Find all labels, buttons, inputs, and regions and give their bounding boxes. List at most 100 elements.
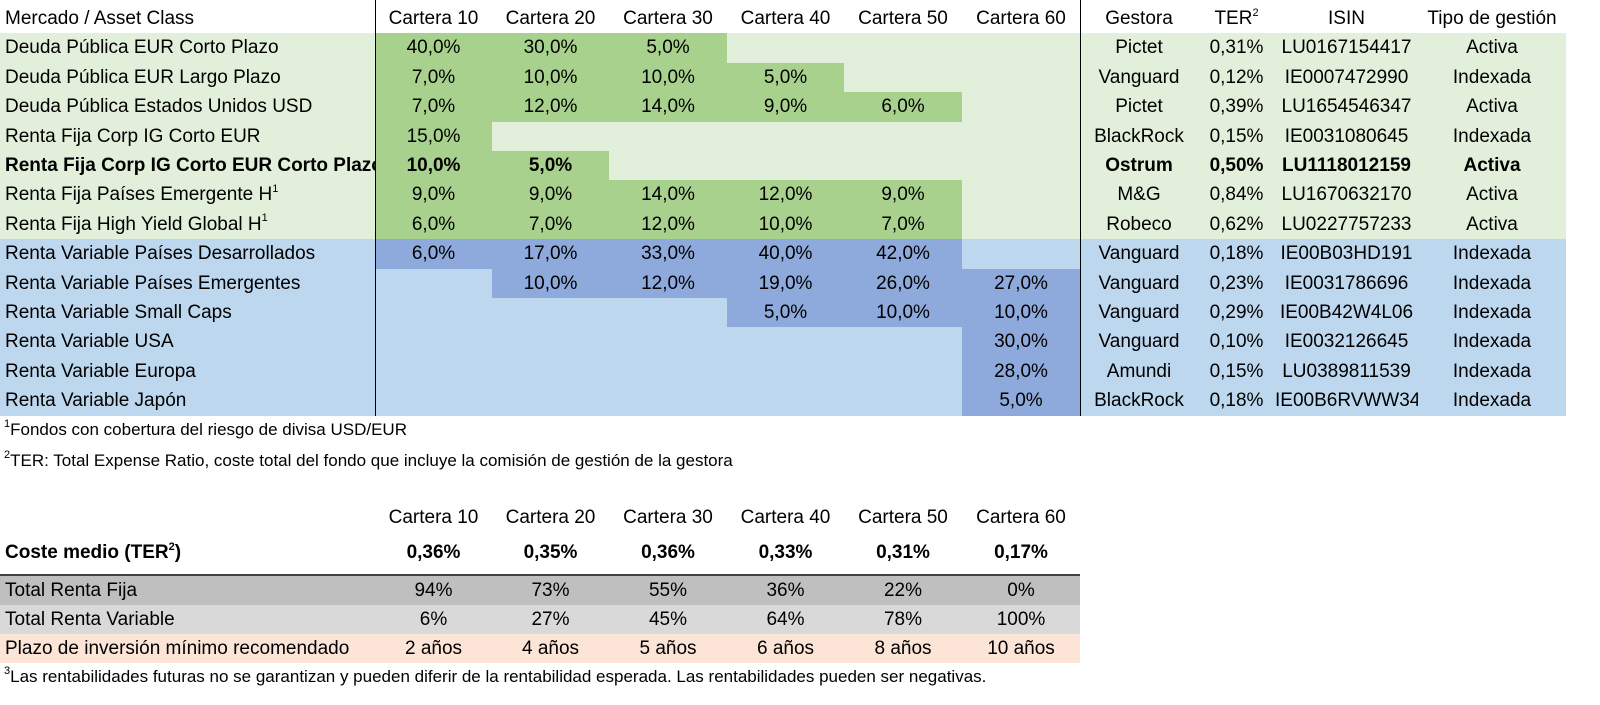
table-divider xyxy=(375,0,376,416)
asset-class-label: Renta Variable USA xyxy=(0,327,375,357)
total-equity-value: 100% xyxy=(962,605,1080,634)
fund-manager-cell: BlackRock xyxy=(1080,121,1198,151)
allocation-cell xyxy=(844,33,962,63)
allocation-cell: 30,0% xyxy=(962,327,1080,357)
asset-class-label: Renta Fija High Yield Global H1 xyxy=(0,209,375,240)
allocation-cell: 7,0% xyxy=(375,92,492,122)
allocation-cell xyxy=(727,327,844,357)
asset-class-name: Renta Fija Corp IG Corto EUR xyxy=(5,125,261,147)
total-fixed-income-value: 22% xyxy=(844,576,962,605)
min-investment-horizon-label: Plazo de inversión mínimo recomendado xyxy=(0,634,375,663)
ter-cell: 0,23% xyxy=(1198,268,1275,298)
total-fixed-income-value: 73% xyxy=(492,576,609,605)
management-type-cell: Indexada xyxy=(1418,268,1566,298)
table-divider xyxy=(1080,0,1081,416)
allocation-cell xyxy=(962,92,1080,122)
ter-cell: 0,84% xyxy=(1198,180,1275,210)
allocation-cell: 33,0% xyxy=(609,239,727,269)
allocation-cell xyxy=(844,121,962,151)
footnote-3-mark: 3 xyxy=(4,665,11,678)
asset-class-name: Renta Fija High Yield Global H xyxy=(5,213,262,235)
ter-superscript: 2 xyxy=(1252,6,1259,19)
footnote-text: Fondos con cobertura del riesgo de divis… xyxy=(10,420,407,439)
ter-cell: 0,39% xyxy=(1198,92,1275,122)
column-header: Cartera 30 xyxy=(609,4,727,33)
hedged-superscript: 1 xyxy=(261,212,268,225)
allocation-cell: 5,0% xyxy=(727,62,844,93)
allocation-cell: 10,0% xyxy=(844,298,962,328)
isin-cell: LU0389811539 xyxy=(1275,356,1418,387)
fund-manager-cell: Robeco xyxy=(1080,209,1198,240)
allocation-cell xyxy=(844,356,962,387)
allocation-cell: 30,0% xyxy=(492,33,609,63)
allocation-cell: 5,0% xyxy=(727,298,844,328)
allocation-cell xyxy=(844,62,962,93)
ter-cell: 0,18% xyxy=(1198,386,1275,416)
column-header-text: Mercado / Asset Class xyxy=(5,8,195,29)
asset-class-label: Deuda Pública Estados Unidos USD xyxy=(0,92,375,122)
allocation-cell xyxy=(609,386,727,416)
allocation-cell xyxy=(962,239,1080,269)
allocation-cell: 5,0% xyxy=(492,151,609,181)
management-type-cell: Indexada xyxy=(1418,327,1566,357)
min-investment-horizon-value: 10 años xyxy=(962,634,1080,663)
allocation-cell: 14,0% xyxy=(609,92,727,122)
ter-cell: 0,18% xyxy=(1198,239,1275,269)
allocation-cell: 28,0% xyxy=(962,356,1080,387)
isin-cell: IE0031080645 xyxy=(1275,121,1418,151)
ter-cell: 0,10% xyxy=(1198,327,1275,357)
avg-cost-value: 0,36% xyxy=(641,542,695,563)
allocation-cell xyxy=(375,386,492,416)
avg-cost-superscript: 2 xyxy=(168,540,175,553)
column-header-text: TER xyxy=(1214,8,1253,29)
footnote-mark: 2 xyxy=(4,449,11,462)
total-equity-label: Total Renta Variable xyxy=(0,605,375,634)
asset-class-name: Renta Variable Japón xyxy=(5,390,187,412)
ter-cell: 0,50% xyxy=(1198,151,1275,181)
total-fixed-income-label: Total Renta Fija xyxy=(0,576,375,605)
footnote-mark: 1 xyxy=(4,418,11,431)
column-header-text: Gestora xyxy=(1105,8,1173,29)
allocation-cell: 9,0% xyxy=(844,180,962,210)
asset-class-name: Renta Fija Países Emergente H xyxy=(5,184,273,206)
allocation-cell xyxy=(844,151,962,181)
min-investment-horizon-value: 8 años xyxy=(844,634,962,663)
asset-class-name: Renta Variable Small Caps xyxy=(5,302,232,323)
asset-class-name: Deuda Pública EUR Corto Plazo xyxy=(5,37,279,59)
allocation-cell xyxy=(609,298,727,328)
management-type-cell: Indexada xyxy=(1418,356,1566,387)
min-investment-horizon-value: 2 años xyxy=(375,634,492,663)
column-header-text: Cartera 60 xyxy=(976,8,1066,29)
avg-cost-value: 0,35% xyxy=(523,542,578,563)
allocation-cell xyxy=(375,298,492,328)
fund-manager-cell: Pictet xyxy=(1080,92,1198,122)
summary-column-header: Cartera 10 xyxy=(388,507,479,528)
allocation-cell xyxy=(962,121,1080,151)
asset-class-name: Renta Fija Corp IG Corto EUR Corto Plazo xyxy=(5,155,375,176)
total-equity-value: 45% xyxy=(609,605,727,634)
allocation-cell xyxy=(375,327,492,357)
fund-manager-cell: Amundi xyxy=(1080,356,1198,387)
isin-cell: IE00B6RVWW34 xyxy=(1275,386,1418,416)
asset-class-label: Renta Fija Corp IG Corto EUR xyxy=(0,121,375,151)
min-investment-horizon-value: 4 años xyxy=(492,634,609,663)
total-fixed-income-value: 0% xyxy=(962,576,1080,605)
summary-column-header: Cartera 60 xyxy=(976,507,1066,528)
total-fixed-income-value: 36% xyxy=(727,576,844,605)
column-header-text: Cartera 50 xyxy=(858,8,948,29)
allocation-cell xyxy=(609,121,727,151)
management-type-cell: Indexada xyxy=(1418,239,1566,269)
total-equity-value: 6% xyxy=(375,605,492,634)
allocation-cell xyxy=(492,386,609,416)
footnote: 1Fondos con cobertura del riesgo de divi… xyxy=(4,418,407,442)
allocation-cell: 5,0% xyxy=(609,33,727,63)
footnote-text: TER: Total Expense Ratio, coste total de… xyxy=(10,451,733,470)
total-fixed-income-value: 94% xyxy=(375,576,492,605)
column-header: Mercado / Asset Class xyxy=(0,4,375,33)
isin-cell: IE0007472990 xyxy=(1275,62,1418,93)
column-header: Cartera 20 xyxy=(492,4,609,33)
total-equity-value: 27% xyxy=(492,605,609,634)
allocation-cell xyxy=(375,268,492,298)
asset-class-label: Renta Variable Small Caps xyxy=(0,298,375,328)
min-investment-horizon-value: 6 años xyxy=(727,634,844,663)
